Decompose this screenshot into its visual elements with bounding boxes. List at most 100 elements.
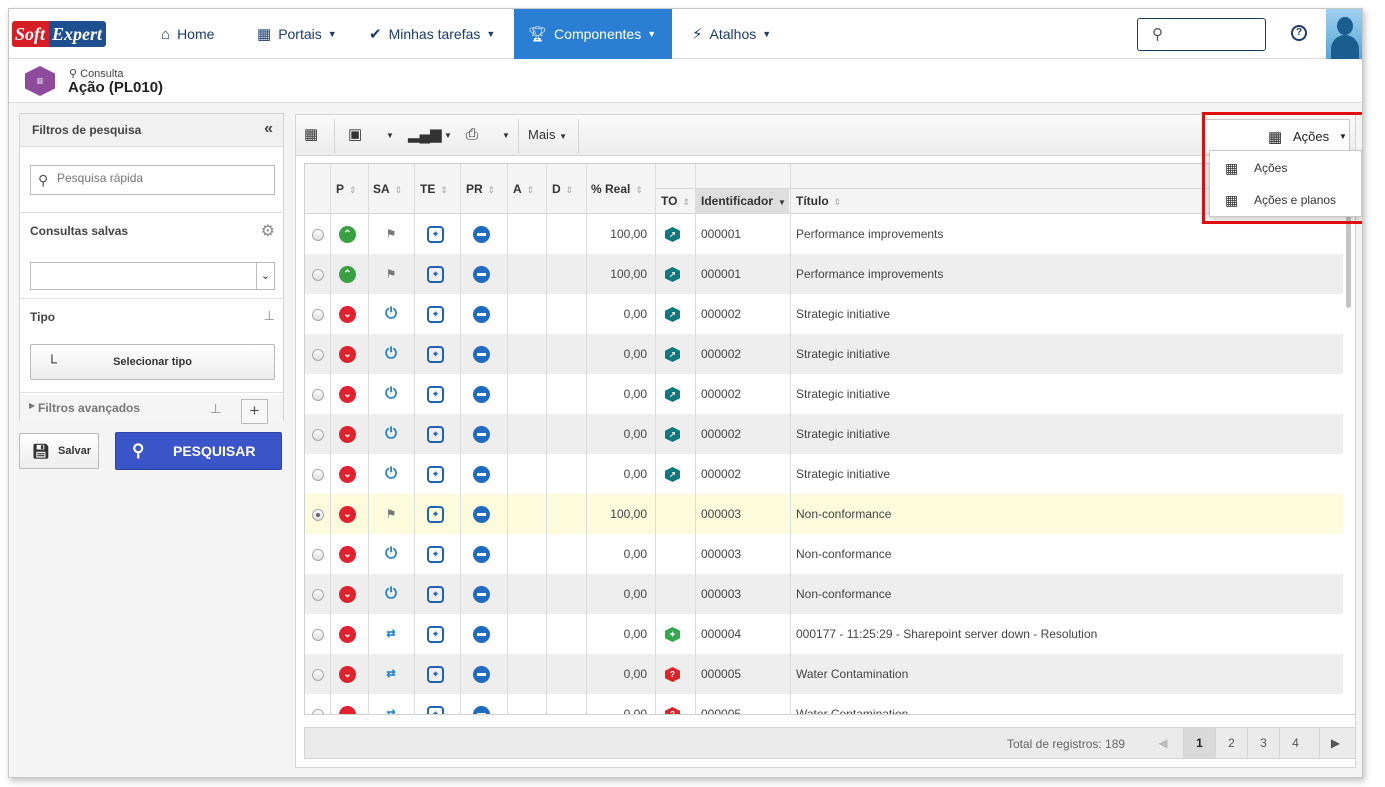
softexpert-logo[interactable]: Soft Expert: [12, 21, 107, 47]
page-subtitle: ⚲ Consulta: [69, 67, 124, 80]
save-button[interactable]: 💾︎ Salvar: [19, 433, 99, 469]
menu-item-acoes-e-planos[interactable]: ▦ Ações e planos: [1210, 185, 1361, 215]
table-row[interactable]: ⌄ ⏻ ⌖ 0,00 000003 Non-conformance: [305, 574, 1343, 614]
table-row[interactable]: ⌃ ⚑ ⌖ 100,00 ↗ 000001 Performance improvements: [305, 214, 1343, 254]
col-te[interactable]: TE ⇕: [420, 182, 448, 196]
nav-home[interactable]: ⌂ Home: [161, 9, 214, 59]
title-cell: Strategic initiative: [796, 347, 891, 361]
grid-line: [586, 164, 587, 714]
gear-icon[interactable]: ⚙: [260, 223, 275, 240]
table-row[interactable]: ⌄ ⏻ ⌖ 0,00 000003 Non-conformance: [305, 534, 1343, 574]
row-select-radio[interactable]: [312, 549, 324, 561]
nav-portais-label: Portais: [278, 26, 322, 42]
global-search-input[interactable]: ⚲: [1137, 18, 1266, 51]
page-4-button[interactable]: 4: [1279, 728, 1311, 758]
col-sa[interactable]: SA ⇕: [373, 182, 402, 196]
page-3-button[interactable]: 3: [1247, 728, 1279, 758]
status-down-icon: ⌄: [339, 386, 356, 403]
table-row[interactable]: ⌄ ⏻ ⌖ 0,00 ↗ 000002 Strategic initiative: [305, 414, 1343, 454]
title-cell: Water Contamination: [796, 707, 909, 715]
occurrence-type-icon: ↗: [665, 267, 680, 282]
clear-advanced-icon[interactable]: ⊥: [210, 401, 222, 416]
sort-icon: ⇕: [526, 185, 535, 195]
occurrence-type-icon: ↗: [665, 387, 680, 402]
table-row[interactable]: ⌄ ⚑ ⌖ 100,00 000003 Non-conformance: [305, 494, 1343, 534]
col-real[interactable]: % Real ⇕: [591, 182, 643, 196]
avatar-body: [1331, 35, 1359, 59]
col-titulo-label: Título: [796, 194, 829, 208]
collapse-icon[interactable]: «: [264, 120, 273, 137]
minus-circle-icon: [473, 226, 490, 243]
row-select-radio[interactable]: [312, 669, 324, 681]
vertical-scrollbar[interactable]: [1346, 216, 1351, 308]
page-2-button[interactable]: 2: [1215, 728, 1247, 758]
col-pr-label: PR: [466, 182, 483, 196]
row-select-radio[interactable]: [312, 349, 324, 361]
row-select-radio[interactable]: [312, 589, 324, 601]
table-row[interactable]: ⌄ ⏻ ⌖ 0,00 ↗ 000002 Strategic initiative: [305, 334, 1343, 374]
more-label: Mais: [528, 127, 556, 142]
col-pr[interactable]: PR ⇕: [466, 182, 495, 196]
row-select-radio[interactable]: [312, 389, 324, 401]
menu-item-acoes[interactable]: ▦ Ações: [1210, 153, 1361, 183]
row-select-radio[interactable]: [312, 629, 324, 641]
search-button[interactable]: ⚲ PESQUISAR: [115, 432, 282, 470]
more-button[interactable]: Mais ▼: [528, 123, 567, 149]
search-button-label: PESQUISAR: [173, 443, 256, 459]
view-icon[interactable]: ▣: [348, 126, 363, 143]
row-select-radio[interactable]: [312, 229, 324, 241]
col-d[interactable]: D ⇕: [552, 182, 573, 196]
col-p[interactable]: P ⇕: [336, 182, 357, 196]
row-select-radio[interactable]: [312, 709, 324, 714]
table-row[interactable]: ⌄ ⏻ ⌖ 0,00 ↗ 000002 Strategic initiative: [305, 374, 1343, 414]
title-cell: Non-conformance: [796, 547, 892, 561]
acoes-view-button[interactable]: ▦ Ações ▼: [1203, 119, 1350, 153]
advanced-filters-label: Filtros avançados: [38, 401, 141, 415]
caret-down-icon[interactable]: ▼: [502, 131, 510, 140]
col-a[interactable]: A ⇕: [513, 182, 534, 196]
grid-line: [368, 164, 369, 714]
floppy-icon: 💾︎: [32, 443, 50, 459]
row-select-radio[interactable]: [312, 309, 324, 321]
table-row[interactable]: ⌄ ⏻ ⌖ 0,00 ↗ 000002 Strategic initiative: [305, 454, 1343, 494]
nav-componentes[interactable]: 🏆︎ Componentes ▼: [514, 9, 672, 59]
table-view-icon[interactable]: ▦: [304, 126, 319, 143]
user-avatar[interactable]: [1326, 9, 1362, 59]
status-down-icon: ⌄: [339, 346, 356, 363]
next-page-button[interactable]: ▶: [1319, 728, 1351, 758]
clear-filter-icon[interactable]: ⊥: [263, 308, 275, 323]
search-small-icon: ⚲: [69, 68, 78, 80]
caret-down-icon[interactable]: ▼: [386, 131, 394, 140]
saved-queries-select[interactable]: ⌄: [30, 262, 275, 290]
row-select-radio[interactable]: [312, 269, 324, 281]
target-icon: ⌖: [427, 586, 444, 603]
prev-page-button[interactable]: ◀: [1158, 736, 1168, 750]
print-icon[interactable]: ⎙: [466, 126, 479, 143]
nav-portais[interactable]: ▦ Portais ▼: [257, 9, 337, 59]
table-row[interactable]: ⌄ ⇄ ⌖ 0,00? 000005 Water Contamination: [305, 654, 1343, 694]
table-row[interactable]: ⌄ ⏻ ⌖ 0,00 ↗ 000002 Strategic initiative: [305, 294, 1343, 334]
page-1-button[interactable]: 1: [1183, 728, 1215, 758]
help-icon[interactable]: ?: [1291, 25, 1307, 41]
table-row[interactable]: ⌃ ⚑ ⌖ 100,00 ↗ 000001 Performance improvements: [305, 254, 1343, 294]
add-filter-button[interactable]: +: [241, 399, 268, 424]
row-select-radio[interactable]: [312, 509, 324, 521]
advanced-filters-row[interactable]: ▶ Filtros avançados ⊥ +: [20, 395, 283, 424]
menu-item-acoes-label: Ações: [1254, 161, 1288, 175]
row-select-radio[interactable]: [312, 429, 324, 441]
col-to[interactable]: TO ⇕: [661, 194, 690, 208]
caret-down-icon[interactable]: ▼: [444, 131, 452, 140]
select-type-button[interactable]: └ Selecionar tipo: [30, 344, 275, 380]
table-row[interactable]: ⌄ ⇄ ⌖ 0,00 ✦ 000004 000177 - 11:25:29 - Sharep…: [305, 614, 1343, 654]
row-select-radio[interactable]: [312, 469, 324, 481]
table-row[interactable]: ⌄ ⇄ ⌖ 0,00? 000005 Water Contamination: [305, 694, 1343, 715]
caret-down-icon: ▼: [559, 132, 567, 141]
chart-icon[interactable]: ▂▄▆: [408, 126, 442, 143]
nav-minhas-tarefas[interactable]: ✔ Minhas tarefas ▼: [369, 9, 495, 59]
col-titulo[interactable]: Título ⇕: [796, 194, 841, 208]
real-percent: 0,00: [623, 307, 647, 321]
col-identificador[interactable]: Identificador ▼: [701, 194, 786, 208]
quick-search-field[interactable]: ⚲: [30, 165, 275, 195]
quick-search-input[interactable]: [57, 171, 267, 185]
nav-atalhos[interactable]: ⚡︎ Atalhos ▼: [692, 9, 771, 59]
